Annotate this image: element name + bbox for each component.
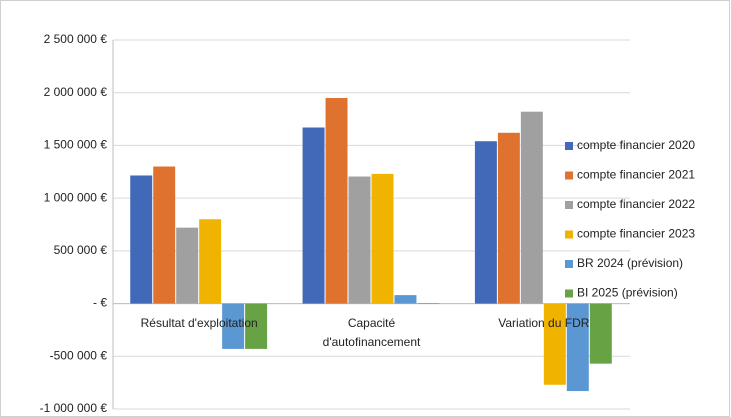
bar (176, 227, 199, 304)
bar (497, 132, 520, 304)
x-tick-label: Résultat d'exploitation (140, 315, 258, 330)
legend-label: compte financier 2023 (577, 227, 695, 241)
bar (348, 176, 371, 304)
legend-label: compte financier 2020 (577, 138, 695, 152)
y-tick-label: 1 000 000 € (44, 190, 108, 204)
bar (371, 173, 394, 304)
bar (394, 295, 417, 304)
legend-label: compte financier 2021 (577, 168, 695, 182)
bar (566, 303, 589, 392)
bar (245, 303, 268, 349)
y-tick-label: 2 500 000 € (44, 32, 108, 46)
legend-swatch (565, 289, 573, 298)
y-tick-label: 500 000 € (54, 243, 108, 257)
legend-swatch (565, 142, 573, 150)
bar (474, 141, 497, 304)
bar (199, 219, 222, 304)
bar (222, 303, 245, 349)
y-tick-label: 2 000 000 € (44, 85, 108, 99)
bar (417, 303, 440, 304)
bar (130, 175, 153, 304)
bar (520, 111, 543, 304)
y-tick-label: 1 500 000 € (44, 138, 108, 152)
legend-swatch (565, 230, 573, 239)
bar (325, 97, 348, 304)
x-tick-label: Capacité d'autofinancement (322, 315, 421, 349)
y-tick-label: - € (93, 296, 107, 310)
legend-swatch (565, 201, 573, 209)
bar (589, 303, 612, 364)
legend-label: BI 2025 (prévision) (577, 286, 678, 300)
legend-swatch (565, 260, 573, 268)
bar (302, 127, 325, 304)
y-tick-label: -1 000 000 € (40, 401, 108, 415)
x-tick-label: Variation du FDR (498, 315, 590, 330)
bar (543, 303, 566, 385)
bar (153, 166, 176, 304)
y-tick-label: -500 000 € (50, 348, 108, 362)
legend-label: compte financier 2022 (577, 197, 695, 211)
legend-swatch (565, 171, 573, 180)
legend-label: BR 2024 (prévision) (577, 256, 683, 270)
